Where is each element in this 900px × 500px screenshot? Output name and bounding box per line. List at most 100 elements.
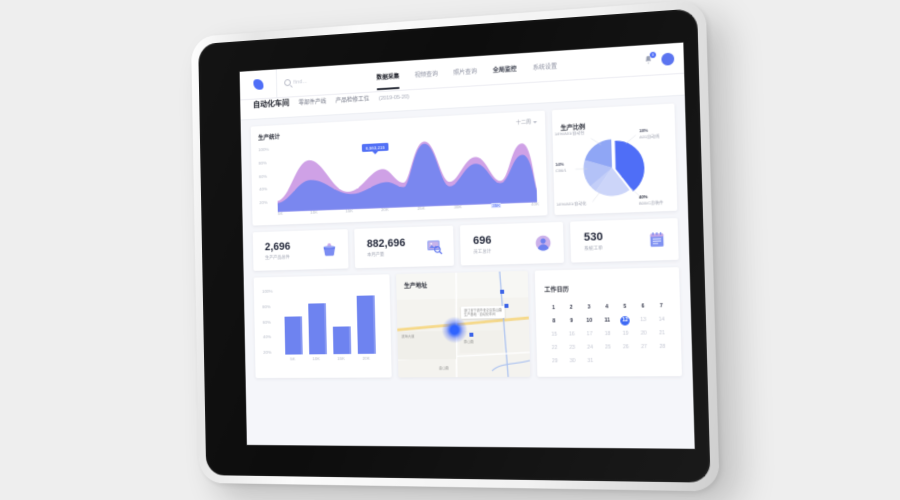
bar-item[interactable] (307, 303, 327, 355)
y-tick: 20% (259, 199, 268, 206)
bell-icon[interactable]: 0 (643, 51, 657, 65)
pie-chart-svg (552, 120, 646, 214)
calendar-day[interactable]: 19 (616, 330, 634, 340)
y-tick: 80% (262, 304, 271, 310)
calendar-day[interactable]: 18 (598, 330, 616, 340)
calendar-day[interactable]: 9 (563, 317, 581, 327)
search-placeholder: find... (293, 78, 308, 86)
pie-label-right-bottom-name: B00/C总装件 (638, 199, 664, 206)
stat-card-employees: 696 员工总计 (459, 221, 564, 266)
calendar-day[interactable]: 10 (580, 317, 598, 327)
calendar-day[interactable]: 7 (652, 302, 671, 312)
nav-item-data-collection[interactable]: 数据采集 (376, 61, 400, 92)
pie-label-right-top-name: A01自动线 (639, 133, 660, 140)
app-logo[interactable] (240, 78, 276, 91)
calendar-day-number: 2 (569, 304, 573, 311)
calendar-day[interactable]: 27 (635, 343, 653, 353)
calendar-day[interactable]: 17 (581, 330, 599, 339)
avatar[interactable] (661, 52, 675, 66)
pie-label-left-top: 14%/A01/自动台 (554, 129, 585, 137)
calendar-day-number: 10 (586, 317, 593, 324)
area-chart-plot: 100% 80% 60% 40% 20% 6,563,215 (258, 129, 539, 216)
x-tick: 15K (337, 356, 345, 362)
stat-text-group: 882,696 本月产量 (367, 237, 406, 258)
calendar-day[interactable]: 28 (653, 343, 672, 353)
area-chart-svg (276, 135, 538, 212)
map-road-label: 滨海大道 (401, 334, 415, 339)
y-tick: 80% (258, 160, 267, 166)
calendar-day[interactable]: 29 (546, 357, 564, 366)
dashboard-row-stats: 2,696 生产产品总件 882,696 本月 (252, 218, 679, 271)
y-tick: 40% (259, 186, 268, 192)
calendar-day-number: 4 (605, 304, 609, 311)
bar-item[interactable] (356, 295, 376, 354)
calendar-day[interactable]: 14 (652, 315, 671, 325)
calendar-day-number: 8 (552, 318, 556, 325)
calendar-day[interactable]: 22 (546, 344, 564, 353)
hexagon-logo-icon (252, 78, 264, 91)
calendar-day[interactable]: 23 (563, 344, 581, 353)
pie-leader-lines (575, 135, 642, 203)
pie-chart-plot: 14%/A01/自动台 14% C06/1 14%/A01/自动化 18% A0… (552, 120, 677, 213)
stat-text-group: 696 员工总计 (473, 234, 492, 255)
calendar-day[interactable]: 21 (653, 329, 672, 339)
calendar-day[interactable]: 31 (581, 357, 599, 366)
stat-value: 882,696 (366, 237, 406, 251)
pie-label-right-top: 18% A01自动线 (639, 127, 659, 139)
calendar-day[interactable]: 26 (617, 343, 635, 353)
calendar-day-number: 21 (658, 330, 666, 337)
calendar-day[interactable]: 6 (634, 302, 652, 312)
nav-item-video-query[interactable]: 视频查询 (414, 71, 438, 80)
search-input[interactable]: find... (275, 63, 355, 98)
area-chart-tooltip: 6,563,215 (361, 142, 389, 152)
bar-series (280, 286, 378, 355)
nav-item-global-monitor[interactable]: 全局监控 (492, 66, 517, 75)
calendar-day-number: 16 (568, 331, 575, 338)
pie-label-left-bottom: 14%/A01/自动化 (556, 200, 587, 207)
pie-label-right-bottom: 40% B00/C总装件 (639, 194, 664, 206)
y-tick: 20% (263, 349, 272, 355)
bar-chart-card: 100% 80% 60% 40% 20% (253, 274, 392, 379)
calendar-day[interactable]: 2 (562, 304, 580, 314)
calendar-day[interactable]: 20 (635, 329, 653, 339)
calendar-day[interactable]: 8 (545, 317, 563, 326)
calendar-day[interactable]: 11 (598, 316, 616, 326)
calendar-day-number: 17 (586, 331, 593, 338)
map-marker-poi[interactable] (504, 303, 509, 308)
calendar-day[interactable]: 5 (616, 303, 634, 313)
bar-x-axis: 5K 10K 15K 20K (282, 356, 379, 362)
nav-item-system-settings[interactable]: 系统设置 (532, 64, 558, 72)
bar-item[interactable] (332, 326, 351, 355)
calendar-day-number: 28 (659, 343, 666, 351)
x-tick: 20K (362, 355, 371, 361)
production-ratio-card: 生产比例 (551, 103, 678, 216)
calendar-day-number: 5 (623, 303, 627, 310)
work-calendar-card: 工作日历 1 2 3 4 5 6 7 8 9 10 11 12 13 14 15 16 17 18 19 20 21 22… (534, 267, 682, 377)
calendar-day[interactable]: 30 (564, 357, 582, 366)
clipboard-icon (650, 232, 664, 247)
calendar-day[interactable]: 24 (581, 343, 599, 352)
calendar-day-selected[interactable]: 12 (616, 316, 634, 326)
x-tick: 15K (345, 208, 354, 214)
pie-label-left-mid-name: C06/1 (555, 167, 567, 173)
date-label: (2019-05-20) (378, 94, 410, 102)
period-dropdown[interactable]: 十二周 (516, 118, 538, 126)
stat-card-work-orders: 530 系统工单 (570, 218, 679, 263)
stat-label: 本月产量 (367, 251, 385, 258)
x-tick: 10K (310, 209, 318, 215)
basket-icon (323, 243, 336, 256)
calendar-day[interactable]: 16 (563, 330, 581, 339)
calendar-day[interactable]: 13 (634, 316, 652, 326)
calendar-day[interactable]: 3 (580, 303, 598, 313)
calendar-grid: 1 2 3 4 5 6 7 8 9 10 11 12 13 14 15 16 17 18 19 20 21 22 23 24 2… (545, 302, 672, 367)
y-tick: 100% (262, 288, 273, 294)
map-marker-label-text: 泰山路 (463, 339, 474, 344)
calendar-day[interactable]: 15 (545, 330, 563, 339)
bar-item[interactable] (284, 316, 303, 355)
tab-product-repair-station[interactable]: 产品检修工位 (335, 96, 370, 105)
calendar-day-number: 9 (570, 318, 574, 325)
x-tick: 40K (530, 201, 540, 207)
calendar-day[interactable]: 25 (599, 343, 617, 352)
calendar-day-number: 7 (659, 303, 663, 310)
